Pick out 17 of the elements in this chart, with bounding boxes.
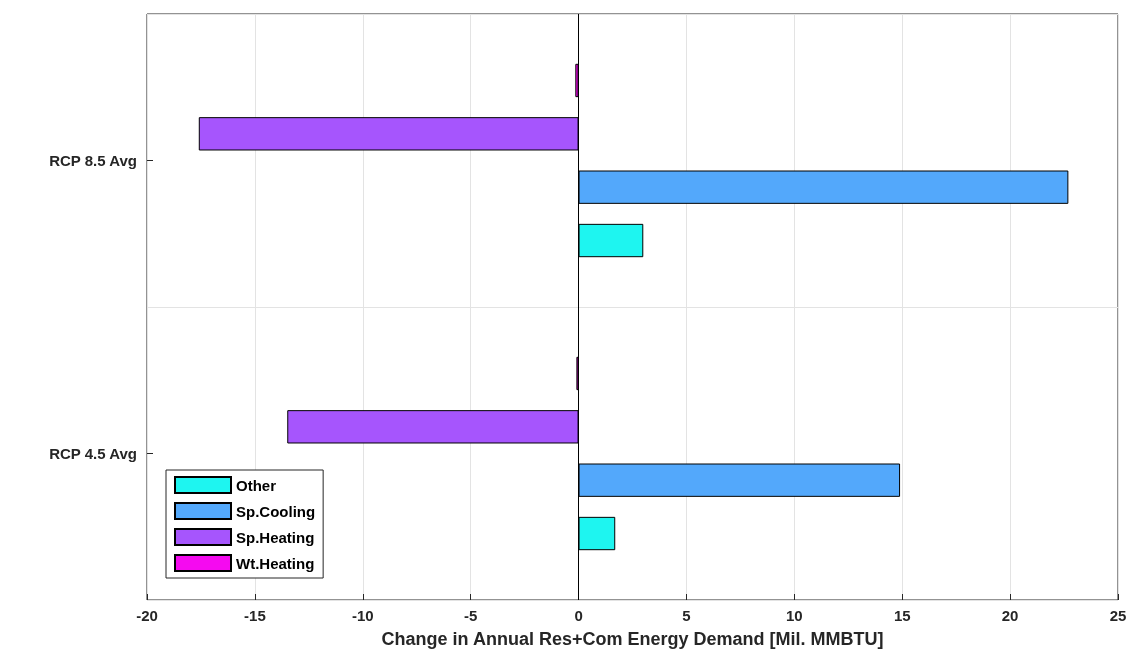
y-tick-label: RCP 4.5 Avg [49,445,137,462]
x-tick-label: -5 [463,607,478,624]
legend-label: Wt.Heating [236,554,315,572]
x-tick-label: 20 [1001,607,1019,624]
x-tick-label: 25 [1109,607,1127,624]
legend-label: Sp.Heating [236,528,315,546]
legend-label: Sp.Cooling [236,502,316,520]
x-tick-label: -15 [244,607,266,624]
x-tick-label: 0 [574,607,583,624]
y-tick-label: RCP 8.5 Avg [49,152,137,169]
x-tick-label: -20 [136,607,158,624]
legend-label: Other [236,476,277,494]
x-tick-label: -10 [351,607,374,624]
x-tick-label: 10 [785,607,803,624]
x-axis-title: Change in Annual Res+Com Energy Demand [Mil. MMBTU] [381,629,884,649]
x-tick-label: 5 [682,607,691,624]
x-tick-label: 15 [893,607,911,624]
